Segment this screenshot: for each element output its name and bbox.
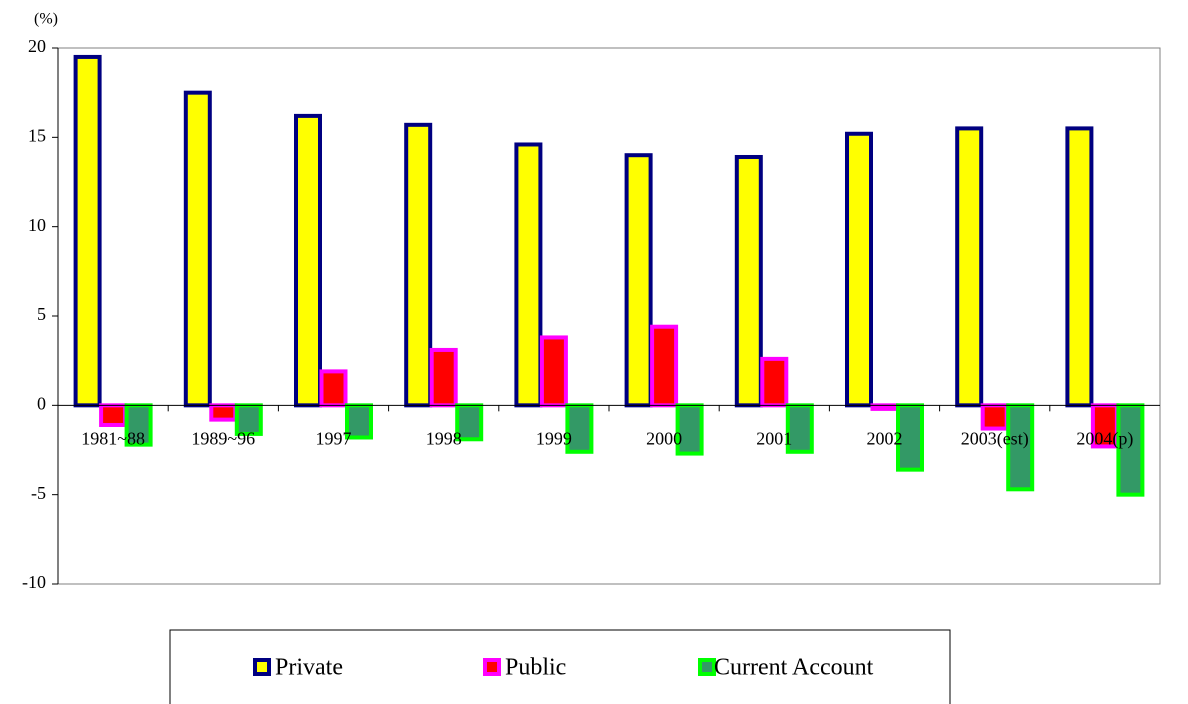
- x-tick-label: 2002: [867, 428, 903, 448]
- y-tick-label: -5: [31, 483, 46, 503]
- x-tick-label: 1999: [536, 428, 572, 448]
- x-tick-label: 1981~88: [81, 428, 145, 448]
- y-tick-label: 5: [37, 304, 46, 324]
- bar: [1006, 403, 1035, 492]
- bar: [209, 403, 238, 422]
- legend-swatch: [698, 658, 716, 676]
- bar: [650, 324, 679, 408]
- y-tick-label: 0: [37, 393, 46, 413]
- bar: [624, 153, 653, 408]
- bar: [99, 403, 128, 427]
- bar: [539, 335, 568, 408]
- bar: [734, 154, 763, 408]
- y-axis-label: (%): [34, 11, 58, 28]
- bar: [73, 54, 102, 408]
- x-tick-label: 1997: [316, 428, 352, 448]
- legend-swatch: [483, 658, 501, 676]
- bar: [1090, 403, 1119, 449]
- x-tick-label: 1989~96: [191, 428, 255, 448]
- x-tick-label: 2004(p): [1076, 428, 1133, 449]
- x-tick-label: 2003(est): [961, 428, 1029, 449]
- bar: [980, 403, 1009, 431]
- bar: [955, 126, 984, 408]
- bar: [675, 403, 704, 456]
- bar: [845, 131, 873, 408]
- bar: [319, 369, 348, 408]
- bar: [1116, 403, 1145, 497]
- legend-label: Public: [505, 655, 566, 681]
- bar: [429, 347, 458, 408]
- x-tick-label: 2001: [756, 428, 792, 448]
- y-tick-label: 15: [28, 125, 46, 145]
- bar: [514, 142, 543, 408]
- bar: [404, 122, 433, 408]
- bar: [183, 90, 212, 408]
- bar: [294, 113, 322, 408]
- legend-label: Private: [275, 655, 343, 681]
- plot-frame: [57, 47, 1161, 585]
- x-tick-label: 2000: [646, 428, 682, 448]
- y-tick-label: 10: [28, 215, 46, 235]
- legend-swatch: [253, 658, 271, 676]
- y-tick-label: 20: [28, 36, 46, 56]
- x-tick-label: 1998: [426, 428, 462, 448]
- bar: [760, 356, 789, 408]
- y-tick-label: -10: [22, 572, 46, 592]
- legend-frame: [169, 629, 951, 704]
- bar: [870, 403, 899, 411]
- bar: [785, 403, 814, 454]
- legend-label: Current Account: [714, 655, 874, 681]
- bar: [1065, 126, 1094, 408]
